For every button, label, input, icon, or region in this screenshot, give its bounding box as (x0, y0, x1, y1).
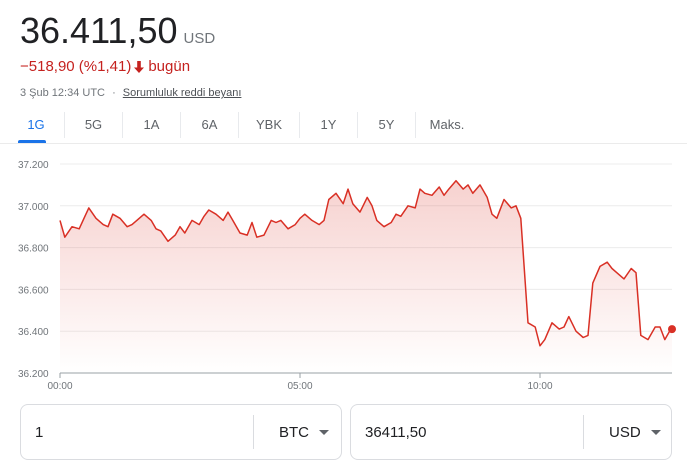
x-tick-label: 05:00 (287, 381, 312, 392)
converter-to: 36411,50 USD (350, 404, 672, 460)
price-chart[interactable]: 36.200 36.400 36.600 36.800 37.000 37.200 00:0… (0, 150, 687, 395)
price-area (60, 180, 672, 373)
tab-6a[interactable]: 6A (181, 112, 239, 138)
chevron-down-icon (319, 430, 329, 435)
meta-separator: · (112, 87, 116, 99)
from-amount-input[interactable]: 1 (35, 424, 44, 441)
converter-from: 1 BTC (20, 404, 342, 460)
to-unit-select[interactable]: USD (609, 424, 661, 441)
last-price-point (668, 325, 676, 334)
to-amount-input[interactable]: 36411,50 (365, 424, 427, 441)
meta-row: 3 Şub 12:34 UTC · Sorumluluk reddi beyan… (20, 87, 241, 99)
y-tick-label: 37.000 (18, 202, 49, 213)
x-tick-label: 00:00 (47, 381, 72, 392)
range-tabs: 1G 5G 1A 6A YBK 1Y 5Y Maks. (8, 112, 478, 138)
y-tick-label: 37.200 (18, 160, 49, 171)
tab-maks[interactable]: Maks. (429, 117, 465, 132)
tab-1y[interactable]: 1Y (300, 112, 358, 138)
tab-1a[interactable]: 1A (123, 112, 181, 138)
tab-ybk[interactable]: YBK (239, 112, 300, 138)
active-tab-indicator (18, 140, 46, 143)
chevron-down-icon (650, 430, 661, 435)
change-period: bugün (148, 58, 191, 75)
price-header: 36.411,50 USD (20, 10, 215, 52)
tab-5g[interactable]: 5G (65, 112, 123, 138)
y-tick-label: 36.400 (18, 327, 49, 338)
converter-divider (583, 415, 584, 449)
tab-5y[interactable]: 5Y (358, 112, 416, 138)
price-change-row: −518,90 (%1,41) bugün (20, 58, 190, 75)
price-currency: USD (183, 30, 216, 47)
arrow-down-icon (134, 60, 145, 73)
tabs-divider (0, 143, 687, 144)
y-tick-label: 36.800 (18, 244, 49, 255)
x-tick-label: 10:00 (527, 381, 552, 392)
price-chart-svg: 36.200 36.400 36.600 36.800 37.000 37.200 00:0… (18, 160, 676, 392)
price-change: −518,90 (%1,41) (20, 58, 132, 75)
disclaimer-link[interactable]: Sorumluluk reddi beyanı (122, 87, 242, 99)
y-tick-label: 36.600 (18, 285, 49, 296)
from-unit-label: BTC (279, 424, 309, 441)
to-unit-label: USD (609, 424, 641, 441)
y-tick-label: 36.200 (18, 369, 49, 380)
price-line (59, 179, 673, 347)
converter-divider (253, 415, 254, 449)
current-price: 36.411,50 (20, 10, 178, 51)
timestamp: 3 Şub 12:34 UTC (20, 87, 105, 99)
tab-1g[interactable]: 1G (8, 112, 65, 138)
from-unit-select[interactable]: BTC (279, 424, 329, 441)
